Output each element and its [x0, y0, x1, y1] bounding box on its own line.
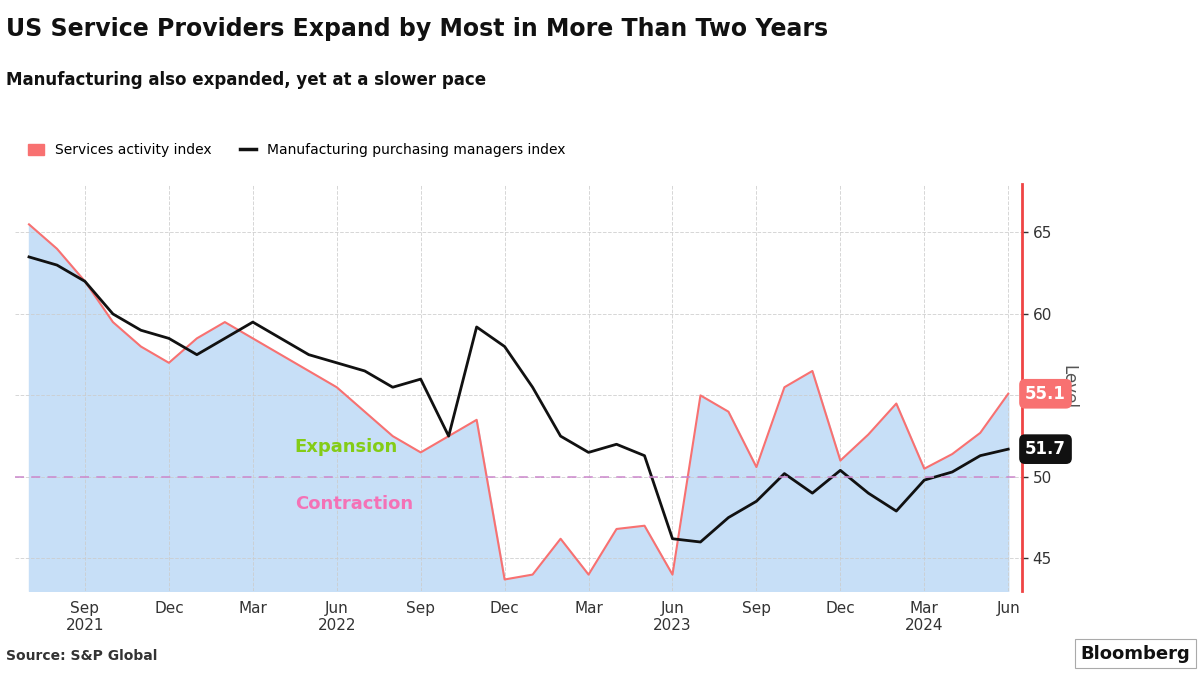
Y-axis label: Level: Level [1060, 365, 1078, 409]
Text: Source: S&P Global: Source: S&P Global [6, 649, 157, 663]
Text: Expansion: Expansion [295, 438, 398, 456]
Legend: Services activity index, Manufacturing purchasing managers index: Services activity index, Manufacturing p… [22, 138, 571, 163]
Text: 55.1: 55.1 [1025, 385, 1066, 403]
Text: Manufacturing also expanded, yet at a slower pace: Manufacturing also expanded, yet at a sl… [6, 71, 486, 89]
Text: US Service Providers Expand by Most in More Than Two Years: US Service Providers Expand by Most in M… [6, 17, 828, 41]
Text: 51.7: 51.7 [1025, 440, 1066, 458]
Text: Bloomberg: Bloomberg [1081, 645, 1190, 663]
Text: Contraction: Contraction [295, 495, 413, 514]
